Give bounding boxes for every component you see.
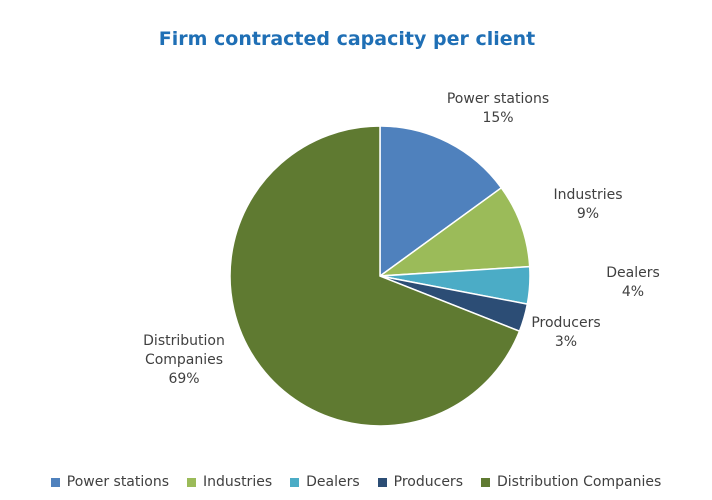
legend-label: Dealers bbox=[306, 474, 360, 490]
pie-slice-industries bbox=[377, 186, 531, 277]
legend-label: Distribution Companies bbox=[497, 474, 662, 490]
pie-slice-distribution-companies bbox=[229, 125, 521, 427]
data-label-industries: Industries 9% bbox=[553, 187, 623, 222]
legend-item-dealers: Dealers bbox=[290, 474, 360, 490]
legend-label: Producers bbox=[393, 474, 463, 490]
data-label-dealers: Dealers 4% bbox=[606, 265, 660, 300]
legend-item-producers: Producers bbox=[377, 474, 463, 490]
pie-slice-power-stations bbox=[379, 125, 503, 278]
legend-item-industries: Industries bbox=[187, 474, 272, 490]
chart-title: Firm contracted capacity per client bbox=[158, 28, 536, 50]
legend-swatch bbox=[377, 477, 387, 487]
legend-label: Power stations bbox=[66, 474, 170, 490]
legend: Power stations Industries Dealers Produc… bbox=[0, 474, 712, 490]
data-label-power-stations: Power stations 15% bbox=[446, 91, 550, 126]
legend-swatch bbox=[290, 477, 300, 487]
legend-swatch bbox=[481, 477, 490, 487]
legend-swatch bbox=[50, 477, 60, 487]
legend-label: Industries bbox=[203, 474, 273, 490]
data-label-producers: Producers 3% bbox=[531, 315, 601, 350]
legend-item-power-stations: Power stations bbox=[50, 474, 170, 490]
legend-swatch bbox=[187, 477, 197, 487]
legend-item-distribution-companies: Distribution Companies bbox=[481, 474, 661, 490]
data-label-distribution-companies: Distribution Companies 69% bbox=[143, 333, 225, 387]
